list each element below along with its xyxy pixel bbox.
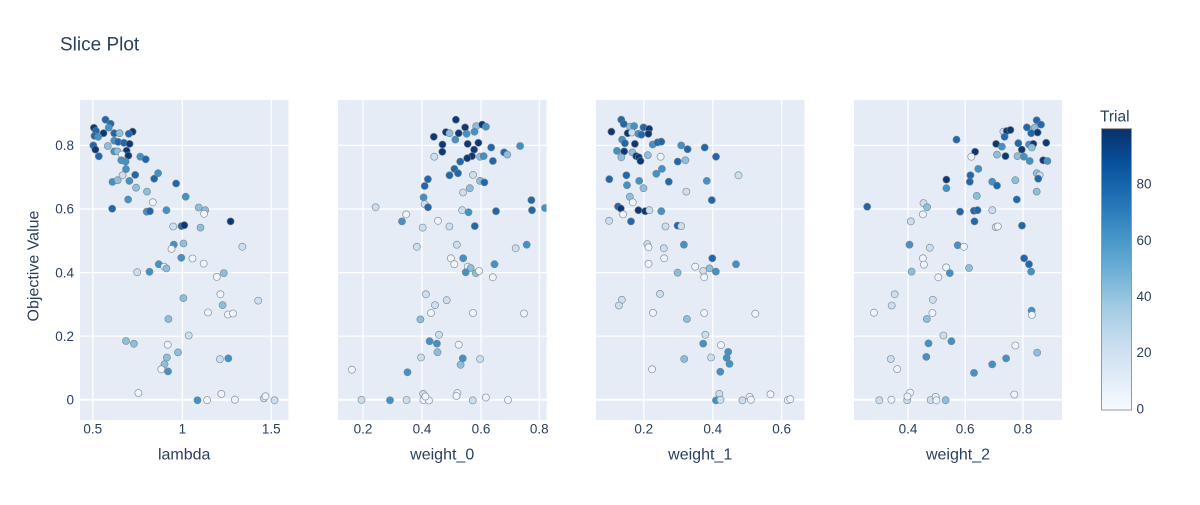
svg-text:0.2: 0.2 — [634, 422, 653, 437]
svg-text:0.8: 0.8 — [55, 138, 74, 153]
svg-text:0.8: 0.8 — [1014, 422, 1033, 437]
svg-text:0.6: 0.6 — [55, 202, 74, 217]
svg-text:Slice Plot: Slice Plot — [60, 35, 140, 56]
svg-text:0.4: 0.4 — [703, 422, 722, 437]
svg-text:Trial: Trial — [1100, 109, 1130, 126]
svg-text:0.6: 0.6 — [956, 422, 975, 437]
svg-text:80: 80 — [1137, 177, 1152, 192]
svg-text:40: 40 — [1137, 289, 1152, 304]
svg-text:0.4: 0.4 — [413, 422, 432, 437]
svg-text:0.6: 0.6 — [772, 422, 791, 437]
svg-text:60: 60 — [1137, 233, 1152, 248]
svg-text:weight_0: weight_0 — [409, 447, 474, 464]
svg-text:weight_2: weight_2 — [925, 447, 990, 464]
svg-text:Objective Value: Objective Value — [26, 210, 43, 321]
svg-text:0.5: 0.5 — [83, 422, 102, 437]
svg-text:0.2: 0.2 — [354, 422, 373, 437]
svg-text:weight_1: weight_1 — [667, 447, 732, 464]
svg-text:0.6: 0.6 — [472, 422, 491, 437]
svg-text:0.2: 0.2 — [55, 329, 74, 344]
svg-text:0.4: 0.4 — [55, 265, 74, 280]
svg-text:20: 20 — [1137, 345, 1152, 360]
svg-text:0: 0 — [1137, 402, 1145, 417]
svg-text:0: 0 — [66, 393, 74, 408]
svg-text:lambda: lambda — [158, 447, 211, 464]
svg-text:0.8: 0.8 — [530, 422, 549, 437]
svg-text:1: 1 — [179, 422, 187, 437]
svg-text:0.4: 0.4 — [899, 422, 918, 437]
svg-text:1.5: 1.5 — [262, 422, 281, 437]
